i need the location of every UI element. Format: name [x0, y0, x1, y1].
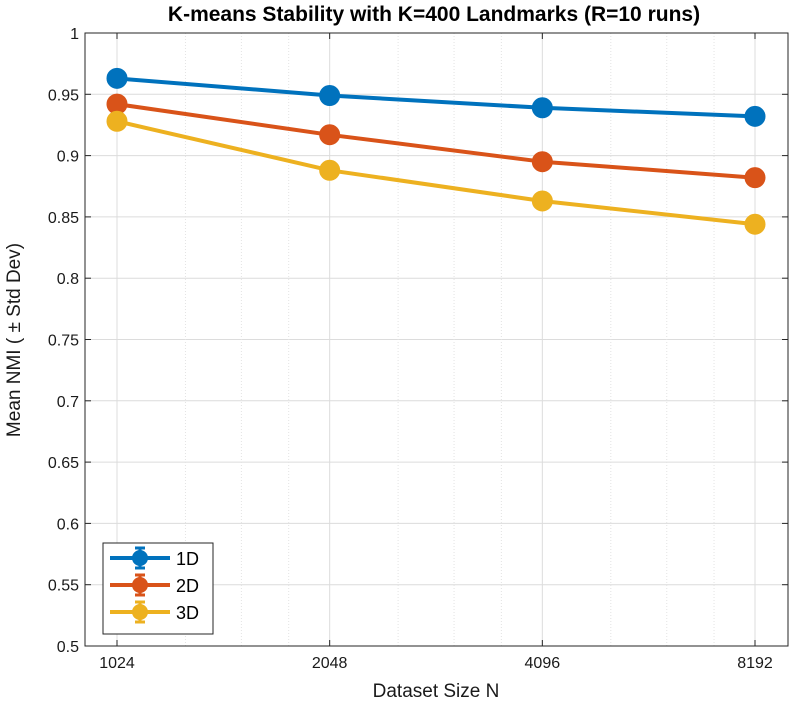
legend-marker-3d: [132, 604, 148, 620]
series-2d: [106, 93, 766, 189]
axis-ticks: 0.5 0.55 0.6 0.65 0.7 0.75 0.8 0.85 0.9 0.95 1 1024…: [48, 26, 788, 672]
legend-marker-2d: [132, 577, 148, 593]
data-point-1d: [744, 105, 766, 127]
y-tick-label: 0.75: [48, 333, 79, 350]
series-line-3d: [116, 119, 756, 227]
x-tick-label: 8192: [737, 655, 773, 672]
y-tick-label: 0.55: [48, 578, 79, 595]
series-line-2d: [116, 102, 756, 180]
data-point-1d: [531, 97, 553, 119]
y-tick-label: 0.7: [57, 394, 79, 411]
grid: [85, 33, 788, 646]
legend: 1D 2D 3D: [102, 542, 214, 635]
data-point-3d: [744, 213, 766, 235]
y-tick-label: 0.9: [57, 149, 79, 166]
chart-title: K-means Stability with K=400 Landmarks (…: [168, 3, 700, 26]
x-tick-label: 2048: [312, 655, 348, 672]
data-point-3d: [319, 159, 341, 181]
series-line-1d: [116, 76, 756, 119]
x-tick-label: 4096: [525, 655, 561, 672]
data-point-3d: [106, 110, 128, 132]
x-tick-label: 1024: [99, 655, 135, 672]
legend-label-3d: 3D: [176, 603, 199, 623]
y-tick-label: 0.65: [48, 455, 79, 472]
data-point-1d: [319, 85, 341, 107]
y-tick-label: 0.5: [57, 639, 79, 656]
series-group: [106, 67, 766, 235]
y-tick-label: 0.95: [48, 87, 79, 104]
y-tick-label: 0.85: [48, 210, 79, 227]
legend-label-2d: 2D: [176, 576, 199, 596]
y-axis-label: Mean NMI ( ± Std Dev): [4, 243, 25, 437]
data-point-2d: [319, 124, 341, 146]
data-point-2d: [744, 167, 766, 189]
data-point-2d: [531, 151, 553, 173]
legend-marker-1d: [132, 550, 148, 566]
y-tick-label: 1: [70, 26, 79, 43]
series-3d: [106, 110, 766, 235]
series-1d: [106, 67, 766, 127]
data-point-3d: [531, 190, 553, 212]
legend-label-1d: 1D: [176, 549, 199, 569]
data-point-1d: [106, 67, 128, 89]
y-tick-label: 0.8: [57, 271, 79, 288]
x-axis-label: Dataset Size N: [373, 681, 500, 702]
y-tick-label: 0.6: [57, 516, 79, 533]
